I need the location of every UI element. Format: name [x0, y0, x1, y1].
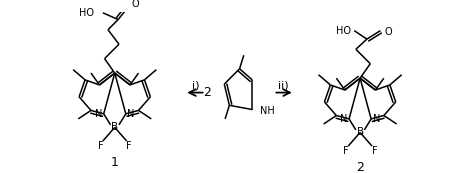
- Text: NH: NH: [260, 106, 274, 116]
- Text: N: N: [95, 109, 102, 119]
- Text: ii): ii): [278, 81, 289, 91]
- Text: N: N: [373, 114, 380, 124]
- Text: HO: HO: [336, 26, 351, 37]
- Text: 2: 2: [356, 161, 364, 173]
- Text: F: F: [372, 146, 377, 156]
- Text: O: O: [385, 27, 392, 37]
- Text: i): i): [191, 81, 199, 91]
- Text: 1: 1: [111, 156, 118, 169]
- Text: B: B: [356, 128, 364, 138]
- Text: 2: 2: [203, 86, 211, 99]
- Text: F: F: [343, 146, 348, 156]
- Text: B: B: [111, 122, 118, 132]
- Text: HO: HO: [79, 8, 94, 18]
- Text: N: N: [127, 109, 135, 119]
- Text: O: O: [132, 0, 139, 9]
- Text: N: N: [340, 114, 347, 124]
- Text: F: F: [127, 141, 132, 151]
- Text: F: F: [98, 141, 103, 151]
